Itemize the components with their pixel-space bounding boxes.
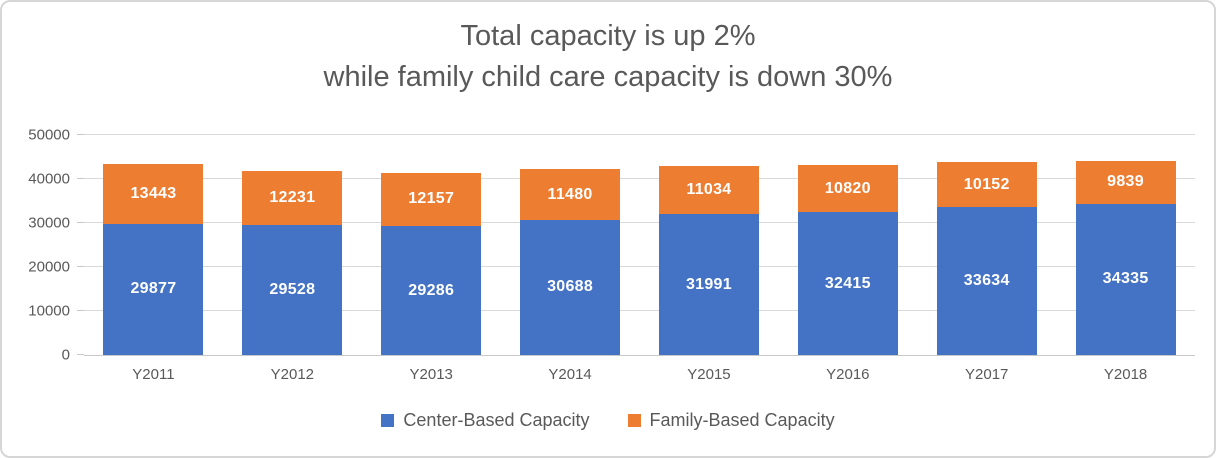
bars-row: 13443 29877 12231 29528 12157 29286 11480 30688… xyxy=(84,135,1195,355)
x-tick-label-Y2012: Y2012 xyxy=(270,366,314,383)
data-label-center-based-Y2014: 30688 xyxy=(547,278,594,296)
segment-family-based-Y2014: 11480 xyxy=(520,169,621,220)
x-tick-label-Y2018: Y2018 xyxy=(1103,366,1148,383)
stacked-bar-Y2018: 9839 34335 xyxy=(1075,135,1176,355)
stacked-bar-Y2017: 10152 33634 xyxy=(936,135,1037,355)
stacked-bar-Y2012: 12231 29528 xyxy=(242,135,343,355)
segment-family-based-Y2013: 12157 xyxy=(381,172,482,227)
gridline-30000 xyxy=(84,222,1195,223)
segment-family-based-Y2017: 10152 xyxy=(936,162,1037,208)
segment-center-based-Y2018: 34335 xyxy=(1075,203,1176,355)
stacked-bar-Y2014: 11480 30688 xyxy=(520,135,621,355)
x-tick-label-Y2014: Y2014 xyxy=(548,366,592,383)
bar-group-Y2017: 10152 33634 xyxy=(917,135,1056,355)
gridline-10000 xyxy=(84,310,1195,311)
plot-area: 13443 29877 12231 29528 12157 29286 11480 30688… xyxy=(84,134,1195,356)
data-label-center-based-Y2011: 29877 xyxy=(130,280,177,298)
legend-swatch-center-based xyxy=(381,414,395,427)
data-label-family-based-Y2015: 11034 xyxy=(686,180,732,198)
segment-family-based-Y2012: 12231 xyxy=(242,171,343,226)
legend: Center-Based Capacity Family-Based Capaci… xyxy=(2,410,1214,431)
segment-center-based-Y2014: 30688 xyxy=(520,219,621,355)
segment-center-based-Y2013: 29286 xyxy=(381,226,482,355)
y-axis-labels: 0 10000 20000 30000 40000 50000 xyxy=(2,127,70,364)
x-tick-label-Y2015: Y2015 xyxy=(687,366,731,383)
data-label-center-based-Y2017: 33634 xyxy=(963,272,1010,289)
x-tick-label-Y2016: Y2016 xyxy=(826,366,870,383)
stacked-bar-Y2011: 13443 29877 xyxy=(103,135,204,355)
segment-center-based-Y2017: 33634 xyxy=(936,207,1037,355)
stacked-bar-Y2013: 12157 29286 xyxy=(381,135,482,355)
segment-center-based-Y2011: 29877 xyxy=(103,223,204,355)
x-tick-label-Y2017: Y2017 xyxy=(965,366,1009,383)
y-tick-label-40000: 40000 xyxy=(28,170,70,188)
gridline-50000 xyxy=(84,134,1195,135)
data-label-center-based-Y2016: 32415 xyxy=(824,274,871,292)
segment-center-based-Y2015: 31991 xyxy=(658,214,759,355)
stacked-bar-Y2015: 11034 31991 xyxy=(658,135,759,355)
bar-group-Y2016: 10820 32415 xyxy=(778,135,917,355)
y-tick-mark-0 xyxy=(77,354,84,355)
category-labels: Y2011 Y2012 Y2013 Y2014 Y2015 Y2016 Y2017 Y2018 xyxy=(84,366,1195,383)
bar-group-Y2012: 12231 29528 xyxy=(223,135,362,355)
legend-label-center-based: Center-Based Capacity xyxy=(403,410,590,430)
data-label-center-based-Y2012: 29528 xyxy=(269,281,316,299)
x-tick-label-Y2011: Y2011 xyxy=(132,366,175,383)
bar-group-Y2014: 11480 30688 xyxy=(501,135,640,355)
legend-item-center-based: Center-Based Capacity xyxy=(381,410,590,431)
legend-label-family-based: Family-Based Capacity xyxy=(649,410,835,430)
y-tick-label-0: 0 xyxy=(61,346,70,364)
bar-group-Y2011: 13443 29877 xyxy=(84,135,223,355)
y-tick-label-10000: 10000 xyxy=(28,302,70,320)
chart-title: Total capacity is up 2% while family chi… xyxy=(2,16,1214,98)
data-label-center-based-Y2013: 29286 xyxy=(408,281,455,299)
legend-swatch-family-based xyxy=(627,414,641,427)
bar-group-Y2018: 9839 34335 xyxy=(1056,135,1195,355)
data-label-family-based-Y2018: 9839 xyxy=(1107,173,1144,191)
bar-group-Y2015: 11034 31991 xyxy=(640,135,779,355)
segment-family-based-Y2018: 9839 xyxy=(1075,160,1176,204)
data-label-family-based-Y2016: 10820 xyxy=(824,179,871,197)
data-label-family-based-Y2014: 11480 xyxy=(547,185,593,203)
y-tick-mark-50000 xyxy=(77,134,84,135)
y-tick-mark-30000 xyxy=(77,222,84,223)
legend-item-family-based: Family-Based Capacity xyxy=(627,410,835,431)
segment-family-based-Y2015: 11034 xyxy=(658,165,759,215)
segment-family-based-Y2016: 10820 xyxy=(797,164,898,213)
bar-group-Y2013: 12157 29286 xyxy=(362,135,501,355)
x-tick-label-Y2013: Y2013 xyxy=(409,366,453,383)
y-tick-mark-20000 xyxy=(77,266,84,267)
data-label-family-based-Y2012: 12231 xyxy=(269,189,316,207)
gridline-20000 xyxy=(84,266,1195,267)
segment-family-based-Y2011: 13443 xyxy=(103,164,204,224)
data-label-family-based-Y2017: 10152 xyxy=(963,175,1010,193)
data-label-center-based-Y2015: 31991 xyxy=(685,275,732,293)
data-label-center-based-Y2018: 34335 xyxy=(1102,270,1149,288)
y-axis-ticks xyxy=(77,134,84,355)
chart-title-line-2: while family child care capacity is down… xyxy=(323,61,893,93)
gridline-40000 xyxy=(84,178,1195,179)
data-label-family-based-Y2011: 13443 xyxy=(130,184,177,202)
y-tick-label-30000: 30000 xyxy=(28,214,70,232)
y-tick-mark-40000 xyxy=(77,178,84,179)
data-label-family-based-Y2013: 12157 xyxy=(408,190,455,208)
y-tick-label-20000: 20000 xyxy=(28,258,70,276)
y-tick-mark-10000 xyxy=(77,310,84,311)
chart-title-line-1: Total capacity is up 2% xyxy=(460,20,756,52)
stacked-bar-Y2016: 10820 32415 xyxy=(797,135,898,355)
y-tick-label-50000: 50000 xyxy=(28,126,70,144)
segment-center-based-Y2012: 29528 xyxy=(242,225,343,355)
segment-center-based-Y2016: 32415 xyxy=(797,212,898,355)
